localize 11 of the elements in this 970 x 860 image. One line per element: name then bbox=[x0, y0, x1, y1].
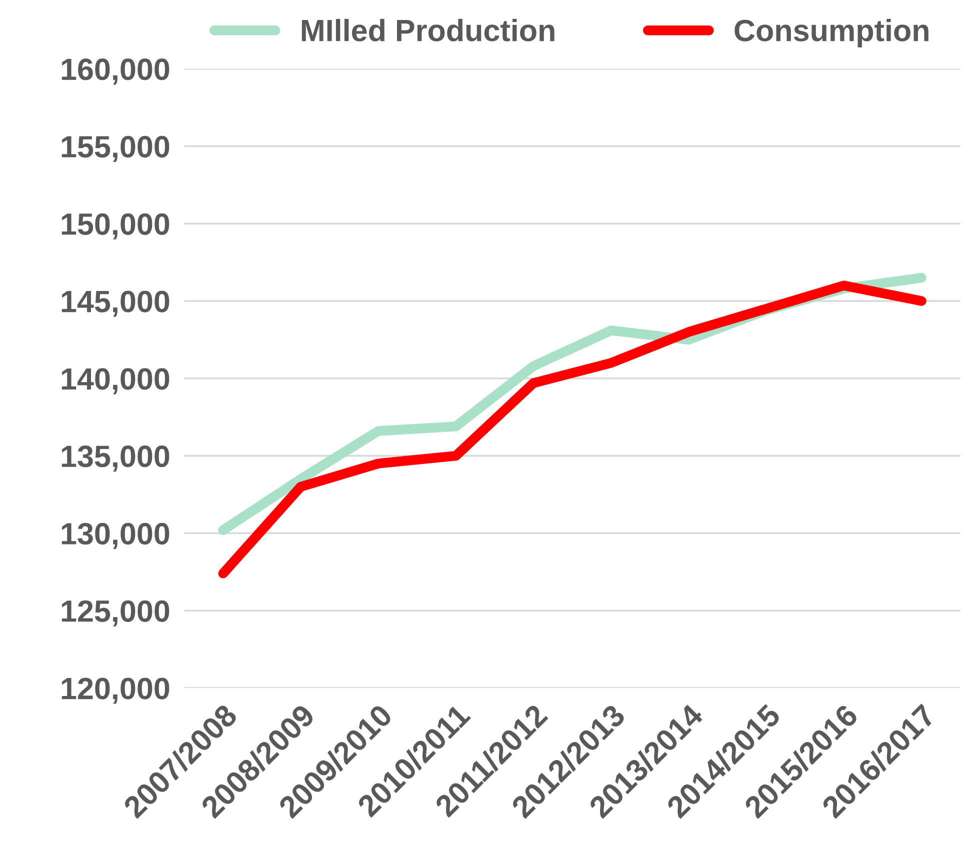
legend-label: Consumption bbox=[734, 18, 928, 48]
y-tick-label: 135,000 bbox=[62, 446, 170, 472]
y-tick-label: 150,000 bbox=[62, 213, 170, 240]
y-tick-label: 155,000 bbox=[62, 136, 170, 162]
y-tick-label: 160,000 bbox=[62, 58, 170, 85]
y-tick-label: 145,000 bbox=[62, 290, 170, 317]
y-tick-label: 120,000 bbox=[62, 678, 170, 704]
y-tick-label: 140,000 bbox=[62, 368, 170, 394]
legend-label: MIlled Production bbox=[302, 18, 554, 42]
y-tick-label: 125,000 bbox=[62, 600, 170, 626]
y-tick-label: 130,000 bbox=[62, 522, 170, 550]
